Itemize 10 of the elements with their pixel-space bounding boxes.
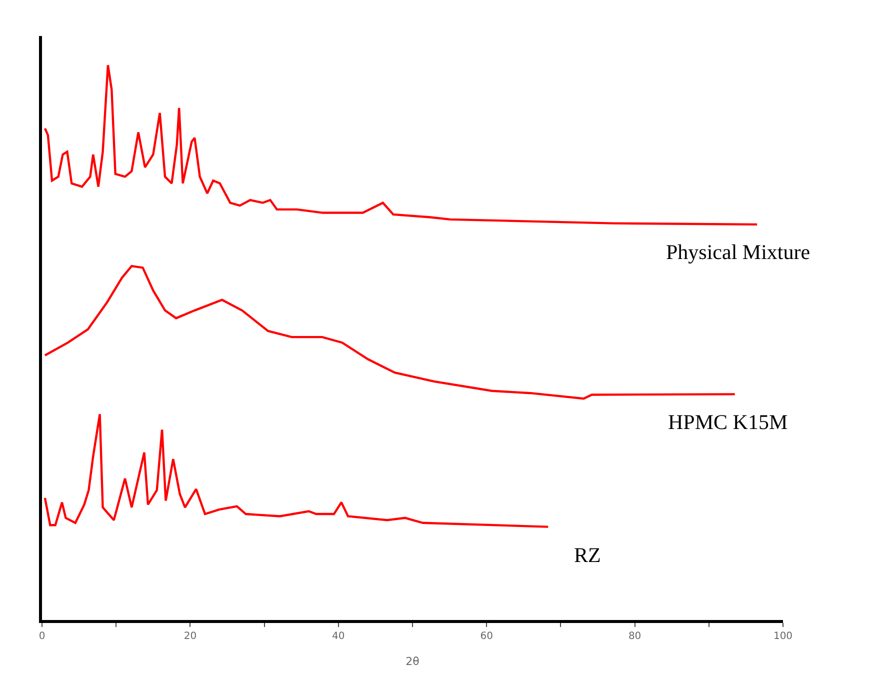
x-tick-label: 20 — [184, 631, 197, 642]
x-tick-label: 80 — [628, 631, 642, 642]
series-label: Physical Mixture — [666, 240, 810, 264]
x-axis-title: 2θ — [406, 655, 420, 668]
x-tick-label: 100 — [773, 631, 793, 642]
x-tick-label: 0 — [38, 631, 46, 642]
series-label: RZ — [574, 543, 601, 567]
series-label: HPMC K15M — [668, 410, 788, 434]
x-tick-label: 40 — [332, 631, 345, 642]
x-tick-label: 60 — [480, 631, 493, 642]
